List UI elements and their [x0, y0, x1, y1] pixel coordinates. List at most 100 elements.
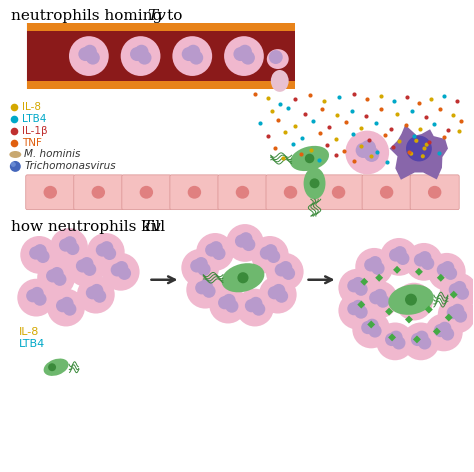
Circle shape: [368, 324, 382, 337]
Circle shape: [11, 162, 16, 167]
Circle shape: [275, 289, 288, 303]
Circle shape: [347, 279, 361, 293]
Circle shape: [252, 303, 265, 316]
Circle shape: [376, 295, 390, 308]
Circle shape: [186, 271, 224, 309]
Circle shape: [86, 51, 100, 65]
Ellipse shape: [388, 285, 434, 315]
Ellipse shape: [236, 186, 249, 199]
Circle shape: [173, 36, 212, 76]
Circle shape: [67, 249, 105, 287]
Bar: [26, 23, 295, 89]
Circle shape: [189, 51, 203, 65]
Circle shape: [361, 321, 374, 334]
Circle shape: [239, 232, 253, 245]
Circle shape: [305, 154, 314, 163]
Circle shape: [197, 263, 210, 276]
Circle shape: [364, 147, 379, 162]
Circle shape: [404, 293, 417, 306]
Circle shape: [444, 267, 457, 280]
Circle shape: [376, 322, 414, 360]
Circle shape: [80, 257, 93, 270]
Circle shape: [371, 261, 384, 275]
Polygon shape: [433, 328, 441, 336]
FancyBboxPatch shape: [314, 175, 363, 210]
Circle shape: [402, 322, 440, 360]
FancyBboxPatch shape: [362, 175, 411, 210]
Ellipse shape: [271, 70, 289, 92]
Circle shape: [83, 263, 96, 276]
Text: Tv: Tv: [143, 220, 161, 234]
Circle shape: [374, 289, 387, 302]
FancyBboxPatch shape: [410, 175, 459, 210]
Circle shape: [352, 311, 390, 348]
Ellipse shape: [44, 186, 57, 199]
Circle shape: [396, 252, 410, 265]
Circle shape: [46, 269, 59, 282]
Circle shape: [338, 292, 376, 329]
Ellipse shape: [380, 186, 393, 199]
Circle shape: [414, 139, 419, 143]
Circle shape: [245, 299, 258, 312]
FancyBboxPatch shape: [266, 175, 315, 210]
Circle shape: [264, 244, 277, 257]
Circle shape: [202, 285, 216, 298]
Circle shape: [121, 36, 161, 76]
Circle shape: [93, 289, 106, 303]
Circle shape: [63, 303, 76, 316]
Ellipse shape: [221, 263, 264, 292]
Circle shape: [182, 47, 196, 61]
Circle shape: [449, 283, 462, 296]
Circle shape: [438, 295, 474, 333]
Polygon shape: [425, 305, 433, 313]
Circle shape: [83, 45, 97, 59]
Circle shape: [137, 51, 152, 65]
Circle shape: [209, 286, 247, 323]
Circle shape: [272, 284, 285, 297]
Polygon shape: [413, 336, 421, 343]
Text: neutrophils homing to: neutrophils homing to: [11, 9, 188, 23]
Circle shape: [380, 238, 418, 276]
Ellipse shape: [140, 186, 153, 199]
Ellipse shape: [91, 186, 105, 199]
Circle shape: [36, 250, 50, 263]
Circle shape: [441, 327, 454, 341]
Circle shape: [361, 140, 376, 155]
Polygon shape: [393, 266, 401, 274]
Circle shape: [242, 238, 255, 251]
FancyBboxPatch shape: [26, 175, 75, 210]
Circle shape: [352, 300, 365, 313]
Circle shape: [251, 236, 289, 274]
Circle shape: [369, 291, 383, 304]
Circle shape: [392, 336, 405, 349]
Circle shape: [200, 279, 213, 292]
Circle shape: [78, 47, 92, 61]
Ellipse shape: [284, 186, 297, 199]
Circle shape: [26, 289, 39, 303]
Ellipse shape: [332, 186, 345, 199]
Circle shape: [269, 50, 283, 64]
Circle shape: [103, 247, 116, 260]
Circle shape: [29, 246, 42, 260]
Circle shape: [266, 253, 304, 291]
Circle shape: [69, 36, 109, 76]
Text: IL-8: IL-8: [19, 328, 40, 337]
Circle shape: [233, 47, 247, 61]
Circle shape: [249, 297, 263, 310]
Circle shape: [385, 333, 398, 346]
Polygon shape: [445, 313, 453, 321]
Polygon shape: [385, 308, 393, 315]
Polygon shape: [375, 274, 383, 282]
Circle shape: [395, 283, 433, 320]
Circle shape: [196, 233, 234, 271]
Circle shape: [195, 281, 209, 295]
Circle shape: [418, 251, 431, 264]
Circle shape: [118, 267, 131, 280]
Polygon shape: [357, 301, 365, 309]
Circle shape: [411, 296, 424, 310]
Polygon shape: [415, 268, 423, 276]
FancyBboxPatch shape: [218, 175, 267, 210]
Circle shape: [440, 273, 474, 311]
Circle shape: [53, 273, 66, 286]
Circle shape: [20, 236, 58, 274]
